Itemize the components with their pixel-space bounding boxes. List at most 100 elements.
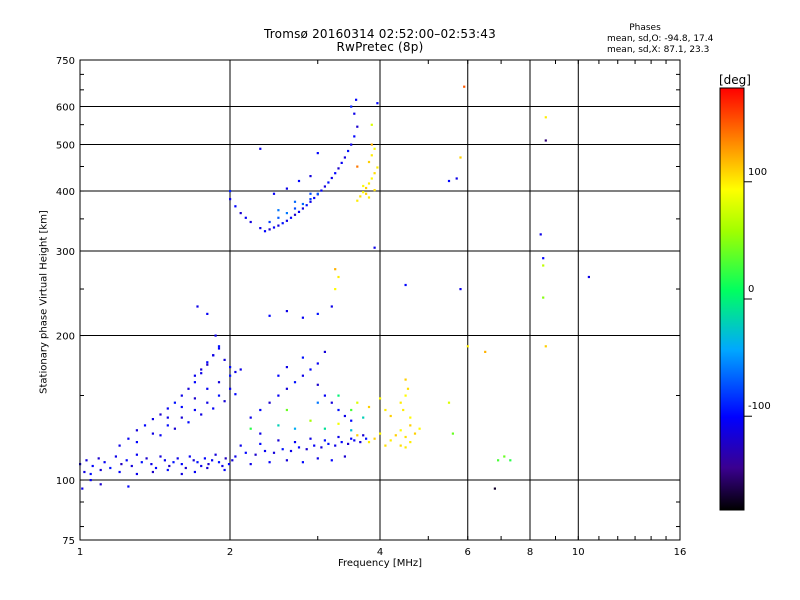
data-point [337,422,340,425]
data-point [337,408,340,412]
data-point [272,451,276,454]
data-point [362,434,365,437]
data-point [135,441,138,444]
data-point [402,408,405,412]
data-point [97,457,100,460]
data-point [542,264,545,267]
data-point [268,220,271,224]
data-point [350,437,353,440]
data-point [356,199,359,202]
data-point [277,374,280,377]
data-point [277,424,280,427]
data-point [466,345,469,348]
data-point [207,463,210,466]
data-point [542,257,545,260]
data-point [447,179,451,183]
data-point [373,147,376,150]
data-point [350,419,353,422]
chart-title: Tromsø 20160314 02:52:00–02:53:43 [264,27,496,41]
data-point [343,414,346,418]
data-point [166,424,169,427]
data-point [293,427,297,430]
data-point [151,432,154,435]
data-point [180,405,183,409]
data-point [203,457,206,460]
data-point [234,205,237,208]
data-point [362,191,365,194]
data-point [340,161,343,164]
data-point [151,418,154,421]
data-point [365,192,368,195]
data-point [83,470,86,474]
y-tick-label: 400 [56,187,75,198]
data-point [81,487,84,490]
data-point [309,200,312,203]
data-point [334,172,337,175]
data-point [239,212,242,215]
data-point [359,195,362,198]
data-point [239,368,242,371]
data-point [272,192,276,195]
data-point [206,363,209,366]
data-point [309,419,312,422]
data-point [244,451,247,454]
data-point [234,370,237,374]
y-tick-label: 200 [56,332,75,343]
colorbar-tick-label: -100 [748,401,771,412]
data-point [323,439,326,442]
data-point [249,416,252,419]
colorbar-tick-label: 0 [748,284,754,295]
data-point [305,204,308,207]
colorbar-tick-label: 100 [748,167,767,178]
data-point [544,116,547,119]
data-point [309,175,312,178]
data-point [277,224,280,227]
data-point [166,407,169,410]
data-point [206,387,209,390]
data-point [168,464,171,468]
data-point [206,466,209,470]
data-point [268,401,271,404]
data-point [343,156,346,159]
data-point [459,288,462,291]
data-point [229,366,232,369]
data-point [347,442,350,445]
data-point [173,401,176,404]
data-point [376,102,379,105]
data-point [200,372,203,375]
data-point [313,196,316,200]
data-point [334,268,337,271]
data-point [379,397,382,400]
x-tick-label: 8 [527,547,533,558]
data-point [327,442,330,445]
data-point [99,483,102,486]
data-point [244,216,247,219]
data-point [180,472,183,476]
data-point [493,487,496,490]
data-point [323,350,326,353]
data-point [367,196,371,199]
data-point [135,429,138,432]
y-tick-label: 75 [62,536,75,547]
data-point [277,394,280,397]
data-point [192,459,195,462]
stats-x-mode: mean, sd,X: 87.1, 23.3 [607,45,710,55]
data-point [373,246,376,249]
data-point [587,275,590,279]
data-point [193,381,196,384]
data-point [224,457,227,460]
data-point [334,288,337,291]
data-point [316,152,319,155]
data-point [200,413,203,416]
data-point [293,213,297,216]
data-point [356,125,359,128]
data-point [413,432,417,435]
data-point [389,439,392,442]
data-point [166,416,169,419]
data-point [193,397,196,400]
data-point [309,192,312,195]
data-point [399,401,402,404]
x-tick-label: 1 [77,547,83,558]
data-point [409,416,412,419]
data-point [223,400,226,403]
